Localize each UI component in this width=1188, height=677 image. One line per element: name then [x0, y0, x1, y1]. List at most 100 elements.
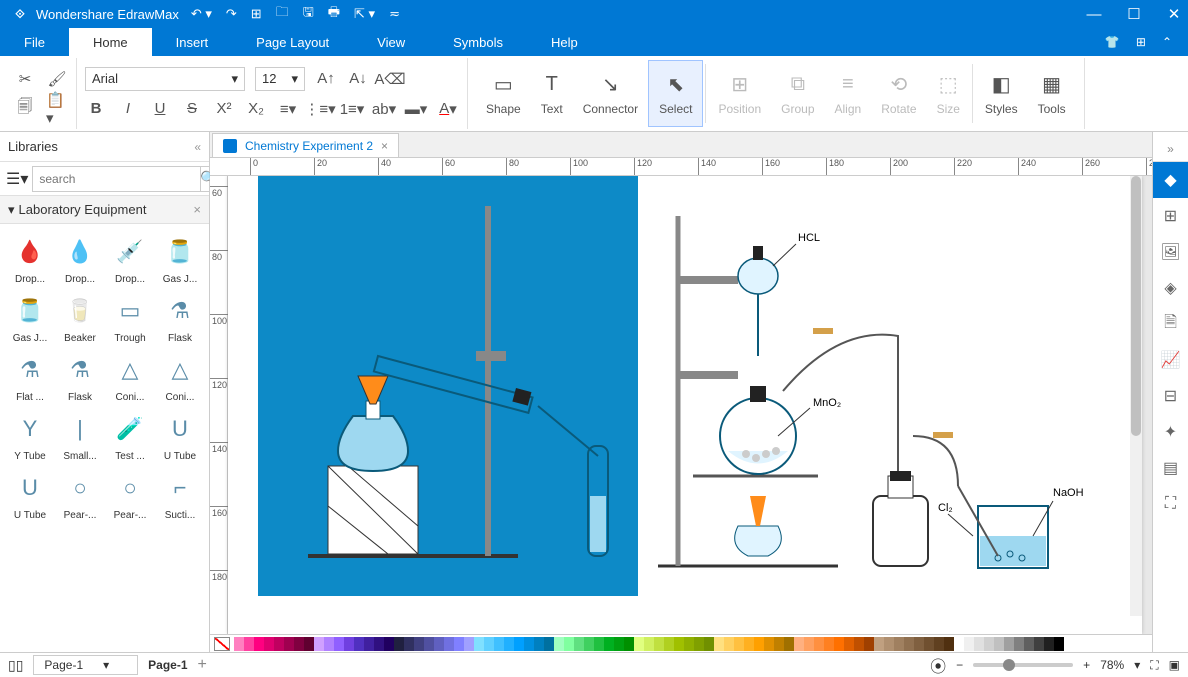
- add-page-icon[interactable]: +: [198, 656, 207, 674]
- library-item[interactable]: 🥛Beaker: [56, 289, 104, 346]
- undo-icon[interactable]: ↶ ▾: [191, 6, 212, 22]
- library-item[interactable]: 🧪Test ...: [106, 407, 154, 464]
- color-swatch[interactable]: [784, 637, 794, 651]
- color-swatch[interactable]: [1034, 637, 1044, 651]
- collapse-right-icon[interactable]: »: [1153, 136, 1188, 162]
- tab-symbols[interactable]: Symbols: [429, 28, 527, 56]
- search-input[interactable]: [32, 166, 201, 192]
- color-swatch[interactable]: [364, 637, 374, 651]
- tab-file[interactable]: File: [0, 28, 69, 56]
- library-item[interactable]: 🩸Drop...: [6, 230, 54, 287]
- drawing-canvas[interactable]: HCL MnO₂: [228, 176, 1142, 634]
- italic-icon[interactable]: I: [117, 98, 139, 120]
- color-swatch[interactable]: [724, 637, 734, 651]
- color-swatch[interactable]: [264, 637, 274, 651]
- color-swatch[interactable]: [554, 637, 564, 651]
- tab-insert[interactable]: Insert: [152, 28, 233, 56]
- color-swatch[interactable]: [254, 637, 264, 651]
- page-icon[interactable]: 🗎: [1153, 306, 1188, 342]
- color-swatch[interactable]: [504, 637, 514, 651]
- library-item[interactable]: ⌐Sucti...: [156, 466, 204, 523]
- color-swatch[interactable]: [794, 637, 804, 651]
- library-item[interactable]: ▭Trough: [106, 289, 154, 346]
- minimize-icon[interactable]: —: [1084, 6, 1104, 23]
- vertical-scrollbar[interactable]: [1130, 176, 1142, 616]
- library-item[interactable]: ⚗Flat ...: [6, 348, 54, 405]
- diamond-icon[interactable]: ◆: [1153, 162, 1188, 198]
- library-item[interactable]: ○Pear-...: [106, 466, 154, 523]
- color-swatch[interactable]: [924, 637, 934, 651]
- color-swatch[interactable]: [804, 637, 814, 651]
- color-swatch[interactable]: [844, 637, 854, 651]
- color-swatch[interactable]: [314, 637, 324, 651]
- color-swatch[interactable]: [324, 637, 334, 651]
- color-swatch[interactable]: [424, 637, 434, 651]
- export-icon[interactable]: ⇱ ▾: [354, 6, 375, 22]
- color-swatch[interactable]: [564, 637, 574, 651]
- color-swatch[interactable]: [454, 637, 464, 651]
- color-swatch[interactable]: [694, 637, 704, 651]
- color-swatch[interactable]: [984, 637, 994, 651]
- collapse-ribbon-icon[interactable]: ⌃: [1162, 35, 1172, 49]
- page-nav-icon[interactable]: ▯▯: [8, 657, 23, 674]
- color-swatch[interactable]: [894, 637, 904, 651]
- color-swatch[interactable]: [604, 637, 614, 651]
- tool-tools[interactable]: ▦Tools: [1028, 60, 1076, 127]
- color-swatch[interactable]: [654, 637, 664, 651]
- color-swatch[interactable]: [1024, 637, 1034, 651]
- color-swatch[interactable]: [1054, 637, 1064, 651]
- cut-icon[interactable]: ✂: [14, 68, 36, 90]
- numbering-icon[interactable]: 1≡▾: [341, 98, 363, 120]
- fullscreen-icon[interactable]: ⛶: [1153, 486, 1188, 522]
- category-close-icon[interactable]: ×: [193, 202, 201, 217]
- qat-more-icon[interactable]: ≂: [389, 6, 400, 22]
- color-swatch[interactable]: [954, 637, 964, 651]
- library-item[interactable]: YY Tube: [6, 407, 54, 464]
- redo-icon[interactable]: ↷: [226, 6, 237, 22]
- color-swatch[interactable]: [934, 637, 944, 651]
- clear-format-icon[interactable]: A⌫: [379, 68, 401, 90]
- color-swatch[interactable]: [674, 637, 684, 651]
- color-swatch[interactable]: [234, 637, 244, 651]
- color-swatch[interactable]: [664, 637, 674, 651]
- library-item[interactable]: △Coni...: [106, 348, 154, 405]
- tool-align[interactable]: ≡Align: [825, 60, 872, 127]
- format-painter-icon[interactable]: 🖌: [46, 68, 68, 90]
- save-icon[interactable]: 🖫: [303, 3, 314, 25]
- color-swatch[interactable]: [904, 637, 914, 651]
- tab-page-layout[interactable]: Page Layout: [232, 28, 353, 56]
- color-swatch[interactable]: [394, 637, 404, 651]
- tool-position[interactable]: ⊞Position: [708, 60, 771, 127]
- color-swatch[interactable]: [744, 637, 754, 651]
- collapse-libraries-icon[interactable]: «: [194, 140, 201, 154]
- tab-home[interactable]: Home: [69, 28, 152, 56]
- color-swatch[interactable]: [464, 637, 474, 651]
- layout-icon[interactable]: ▤: [1153, 450, 1188, 486]
- presentation-icon[interactable]: ⦿: [930, 653, 946, 677]
- zoom-slider[interactable]: [973, 663, 1073, 667]
- color-swatch[interactable]: [544, 637, 554, 651]
- color-swatch[interactable]: [444, 637, 454, 651]
- color-swatch[interactable]: [874, 637, 884, 651]
- line-spacing-icon[interactable]: ≡▾: [277, 98, 299, 120]
- tool-shape[interactable]: ▭Shape: [476, 60, 531, 127]
- table-icon[interactable]: ⊟: [1153, 378, 1188, 414]
- library-item[interactable]: 🫙Gas J...: [156, 230, 204, 287]
- new-icon[interactable]: ⊞: [251, 6, 262, 22]
- bullets-icon[interactable]: ⋮≡▾: [309, 98, 331, 120]
- text-case-icon[interactable]: ab▾: [373, 98, 395, 120]
- library-item[interactable]: ⚗Flask: [56, 348, 104, 405]
- color-swatch[interactable]: [404, 637, 414, 651]
- zoom-dropdown-icon[interactable]: ▾: [1134, 658, 1140, 672]
- color-swatch[interactable]: [334, 637, 344, 651]
- font-color-icon[interactable]: A▾: [437, 98, 459, 120]
- color-swatch[interactable]: [514, 637, 524, 651]
- underline-icon[interactable]: U: [149, 98, 171, 120]
- doc-tab-close-icon[interactable]: ×: [381, 139, 388, 153]
- increase-font-icon[interactable]: A↑: [315, 68, 337, 90]
- color-swatch[interactable]: [474, 637, 484, 651]
- color-swatch[interactable]: [994, 637, 1004, 651]
- library-item[interactable]: |Small...: [56, 407, 104, 464]
- color-swatch[interactable]: [854, 637, 864, 651]
- layers-icon[interactable]: ◈: [1153, 270, 1188, 306]
